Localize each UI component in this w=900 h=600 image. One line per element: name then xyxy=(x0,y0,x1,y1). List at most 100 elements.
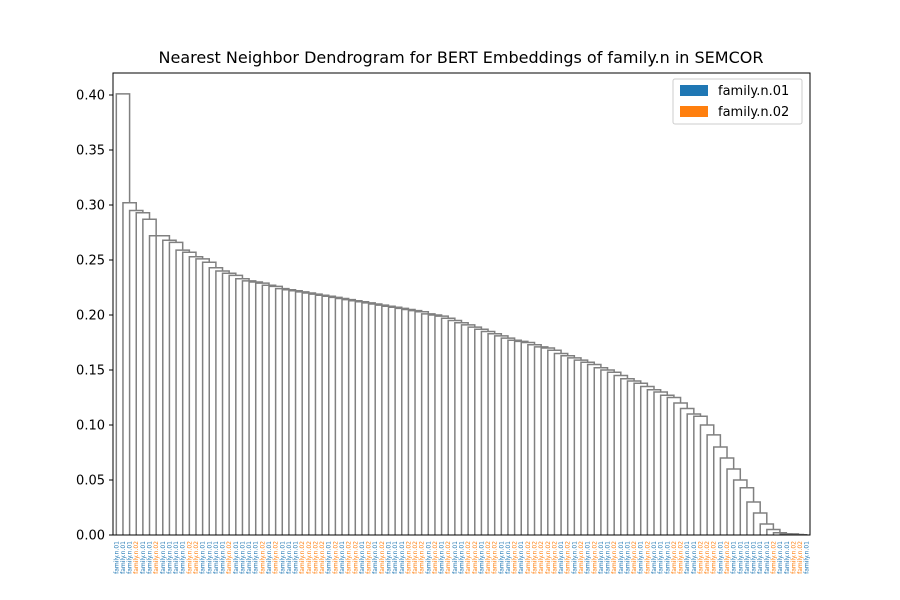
dendrogram-link xyxy=(155,235,171,535)
leaf-label: family.n.01 xyxy=(757,541,764,574)
leaf-label: family.n.01 xyxy=(385,541,392,574)
leaf-label: family.n.01 xyxy=(425,541,432,574)
leaf-label: family.n.02 xyxy=(346,541,353,574)
legend: family.n.01 family.n.02 xyxy=(672,78,803,125)
y-tick-label: 0.00 xyxy=(76,529,105,544)
leaf-label: family.n.01 xyxy=(744,541,751,574)
leaf-label: family.n.01 xyxy=(717,541,724,574)
leaf-label: family.n.01 xyxy=(220,541,227,574)
leaf-label: family.n.01 xyxy=(127,541,134,574)
leaf-label: family.n.01 xyxy=(359,541,366,574)
leaf-label: family.n.01 xyxy=(113,541,120,574)
leaf-label: family.n.01 xyxy=(173,541,180,574)
leaf-label: family.n.02 xyxy=(352,541,359,574)
leaf-label: family.n.01 xyxy=(691,541,698,574)
leaf-label: family.n.01 xyxy=(777,541,784,574)
leaf-label: family.n.01 xyxy=(638,541,645,574)
leaf-label: family.n.01 xyxy=(140,541,147,574)
leaf-label: family.n.01 xyxy=(200,541,207,574)
leaf-label: family.n.01 xyxy=(439,541,446,574)
leaf-label: family.n.02 xyxy=(273,541,280,574)
leaf-label: family.n.02 xyxy=(678,541,685,574)
leaf-label: family.n.01 xyxy=(233,541,240,574)
leaf-label: family.n.01 xyxy=(558,541,565,574)
leaf-label: family.n.02 xyxy=(332,541,339,574)
legend-swatch-1 xyxy=(680,85,708,96)
leaf-labels: family.n.01 family.n.01 family.n.01 family.… xyxy=(113,541,810,574)
leaf-label: family.n.02 xyxy=(259,541,266,574)
leaf-label: family.n.02 xyxy=(770,541,777,574)
leaf-label: family.n.01 xyxy=(399,541,406,574)
chart-title: Nearest Neighbor Dendrogram for BERT Emb… xyxy=(159,48,764,67)
leaf-label: family.n.02 xyxy=(578,541,585,574)
leaf-label: family.n.01 xyxy=(180,541,187,574)
leaf-label: family.n.02 xyxy=(379,541,386,574)
leaf-label: family.n.01 xyxy=(804,541,811,574)
leaf-label: family.n.01 xyxy=(266,541,273,574)
leaf-label: family.n.01 xyxy=(120,541,127,574)
leaf-label: family.n.01 xyxy=(239,541,246,574)
leaf-label: family.n.01 xyxy=(286,541,293,574)
links-group xyxy=(115,93,808,536)
leaf-label: family.n.02 xyxy=(445,541,452,574)
leaf-label: family.n.01 xyxy=(505,541,512,574)
leaf-label: family.n.01 xyxy=(518,541,525,574)
leaf-label: family.n.02 xyxy=(226,541,233,574)
leaf-label: family.n.02 xyxy=(512,541,519,574)
leaf-label: family.n.02 xyxy=(186,541,193,574)
leaf-label: family.n.02 xyxy=(133,541,140,574)
y-tick-label: 0.30 xyxy=(76,199,105,214)
leaf-label: family.n.01 xyxy=(372,541,379,574)
leaf-label: family.n.02 xyxy=(551,541,558,574)
leaf-label: family.n.01 xyxy=(279,541,286,574)
leaf-label: family.n.02 xyxy=(711,541,718,574)
leaf-label: family.n.01 xyxy=(213,541,220,574)
leaf-label: family.n.02 xyxy=(405,541,412,574)
leaf-label: family.n.01 xyxy=(147,541,154,574)
leaf-label: family.n.02 xyxy=(697,541,704,574)
leaf-label: family.n.02 xyxy=(412,541,419,574)
legend-label-1: family.n.01 xyxy=(718,84,789,99)
leaf-label: family.n.01 xyxy=(246,541,253,574)
leaf-label: family.n.01 xyxy=(452,541,459,574)
leaf-label: family.n.02 xyxy=(306,541,313,574)
leaf-label: family.n.01 xyxy=(664,541,671,574)
leaf-label: family.n.02 xyxy=(366,541,373,574)
y-tick-label: 0.05 xyxy=(76,474,105,489)
leaf-label: family.n.01 xyxy=(392,541,399,574)
leaf-label: family.n.02 xyxy=(153,541,160,574)
leaf-label: family.n.01 xyxy=(684,541,691,574)
leaf-label: family.n.01 xyxy=(605,541,612,574)
leaf-label: family.n.01 xyxy=(160,541,167,574)
leaf-label: family.n.02 xyxy=(485,541,492,574)
leaf-label: family.n.02 xyxy=(299,541,306,574)
leaf-label: family.n.01 xyxy=(784,541,791,574)
leaf-label: family.n.01 xyxy=(618,541,625,574)
leaf-label: family.n.02 xyxy=(611,541,618,574)
leaf-label: family.n.01 xyxy=(339,541,346,574)
y-tick-label: 0.10 xyxy=(76,419,105,434)
leaf-label: family.n.01 xyxy=(737,541,744,574)
leaf-label: family.n.01 xyxy=(459,541,466,574)
leaf-label: family.n.01 xyxy=(731,541,738,574)
leaf-label: family.n.02 xyxy=(472,541,479,574)
leaf-label: family.n.01 xyxy=(658,541,665,574)
leaf-label: family.n.01 xyxy=(166,541,173,574)
leaf-label: family.n.02 xyxy=(644,541,651,574)
leaf-label: family.n.01 xyxy=(585,541,592,574)
legend-swatch-2 xyxy=(680,106,708,117)
leaf-label: family.n.02 xyxy=(312,541,319,574)
y-tick-label: 0.20 xyxy=(76,309,105,324)
y-tick-label: 0.15 xyxy=(76,364,105,379)
leaf-label: family.n.02 xyxy=(591,541,598,574)
leaf-label: family.n.02 xyxy=(432,541,439,574)
dendrogram-link xyxy=(148,235,163,535)
y-tick-label: 0.40 xyxy=(76,89,105,104)
leaf-label: family.n.02 xyxy=(704,541,711,574)
plot-frame xyxy=(112,72,811,536)
leaf-label: family.n.01 xyxy=(293,541,300,574)
leaf-label: family.n.01 xyxy=(498,541,505,574)
leaf-label: family.n.02 xyxy=(565,541,572,574)
leaf-label: family.n.02 xyxy=(631,541,638,574)
